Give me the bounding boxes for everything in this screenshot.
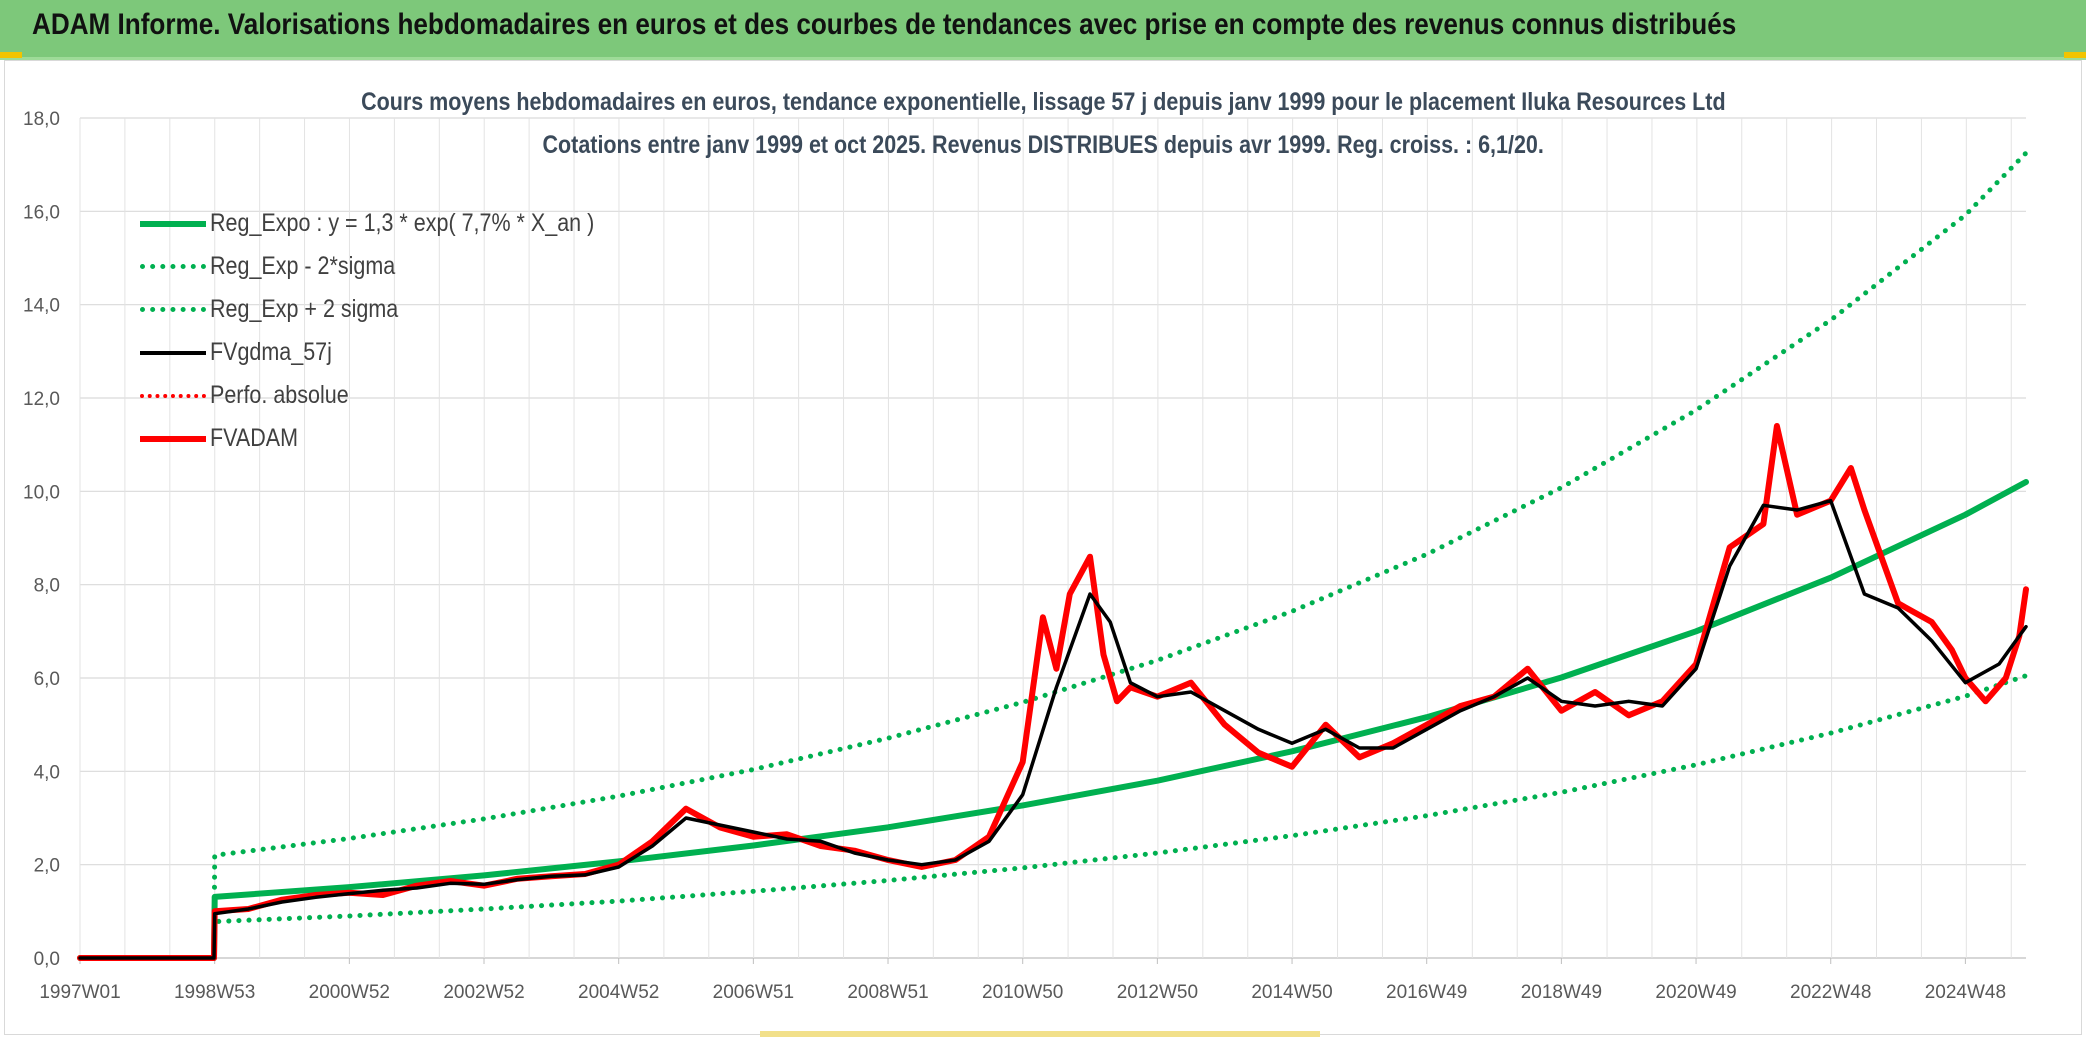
chart-subtitle: Cotations entre janv 1999 et oct 2025. R… [542,131,1544,159]
x-tick-label: 2018W49 [1521,982,1602,1003]
legend-item-fvadam: FVADAM [140,417,657,460]
legend-swatch-reg-exp-plus [140,307,206,312]
legend-item-reg-expo: Reg_Expo : y = 1,3 * exp( 7,7% * X_an ) [140,202,657,245]
x-tick-label: 2008W51 [847,982,928,1003]
y-tick-label: 16,0 [23,202,60,223]
x-tick-label: 2004W52 [578,982,659,1003]
y-tick-label: 18,0 [23,109,60,130]
legend-item-reg-exp-plus: Reg_Exp + 2 sigma [140,288,657,331]
header-bar: ADAM Informe. Valorisations hebdomadaire… [0,0,2086,60]
legend-label: Reg_Exp + 2 sigma [210,295,399,323]
legend-item-reg-exp-minus: Reg_Exp - 2*sigma [140,245,657,288]
x-tick-label: 1997W01 [39,982,120,1003]
y-tick-label: 14,0 [23,296,60,317]
y-tick-label: 4,0 [34,762,60,783]
legend-item-perfo: Perfo. absolue [140,374,657,417]
legend: Reg_Expo : y = 1,3 * exp( 7,7% * X_an ) … [140,202,657,460]
y-tick-label: 12,0 [23,389,60,410]
series-reg-expo [77,479,2029,961]
corner-accent-right [2064,52,2086,58]
y-tick-label: 0,0 [34,949,60,970]
chart-title: Cours moyens hebdomadaires en euros, ten… [360,88,1726,116]
legend-swatch-reg-exp-minus [140,264,206,269]
legend-swatch-fvgdma [140,350,206,355]
x-tick-label: 2022W48 [1790,982,1871,1003]
corner-accent-left [0,52,22,58]
series-reg-exp-minus-2sigma [211,673,2029,961]
x-axis-ticks: 1997W01 1998W53 2000W52 2002W52 2004W52 2006W… [39,982,2006,1003]
x-tick-label: 1998W53 [174,982,255,1003]
legend-label: Reg_Exp - 2*sigma [210,252,396,280]
series-lines [77,150,2029,961]
x-tick-label: 2014W50 [1251,982,1332,1003]
y-tick-label: 2,0 [34,856,60,877]
bottom-strip [760,1031,1320,1037]
series-fvgdma-57j [78,498,2028,960]
x-tick-label: 2000W52 [309,982,390,1003]
legend-swatch-reg-expo [140,220,206,227]
y-tick-label: 6,0 [34,669,60,690]
legend-label: FVgdma_57j [210,338,332,366]
legend-swatch-fvadam [140,435,206,442]
x-tick-label: 2002W52 [443,982,524,1003]
legend-label: FVADAM [210,424,299,452]
chart-area [4,60,2082,1035]
y-tick-label: 8,0 [34,576,60,597]
x-tick-label: 2024W48 [1925,982,2006,1003]
legend-swatch-perfo [140,393,206,398]
y-axis-ticks: 0,0 2,0 4,0 6,0 8,0 10,0 12,0 14,0 16,0 18,0 [23,109,60,970]
x-tick-label: 2012W50 [1117,982,1198,1003]
x-tick-label: 2010W50 [982,982,1063,1003]
grid-lines [79,117,2026,964]
legend-label: Perfo. absolue [210,381,349,409]
legend-item-fvgdma: FVgdma_57j [140,331,657,374]
y-tick-label: 10,0 [23,482,60,503]
x-tick-label: 2006W51 [713,982,794,1003]
header-title: ADAM Informe. Valorisations hebdomadaire… [32,8,1737,41]
x-tick-label: 2016W49 [1386,982,1467,1003]
x-tick-label: 2020W49 [1655,982,1736,1003]
legend-label: Reg_Expo : y = 1,3 * exp( 7,7% * X_an ) [210,209,595,237]
